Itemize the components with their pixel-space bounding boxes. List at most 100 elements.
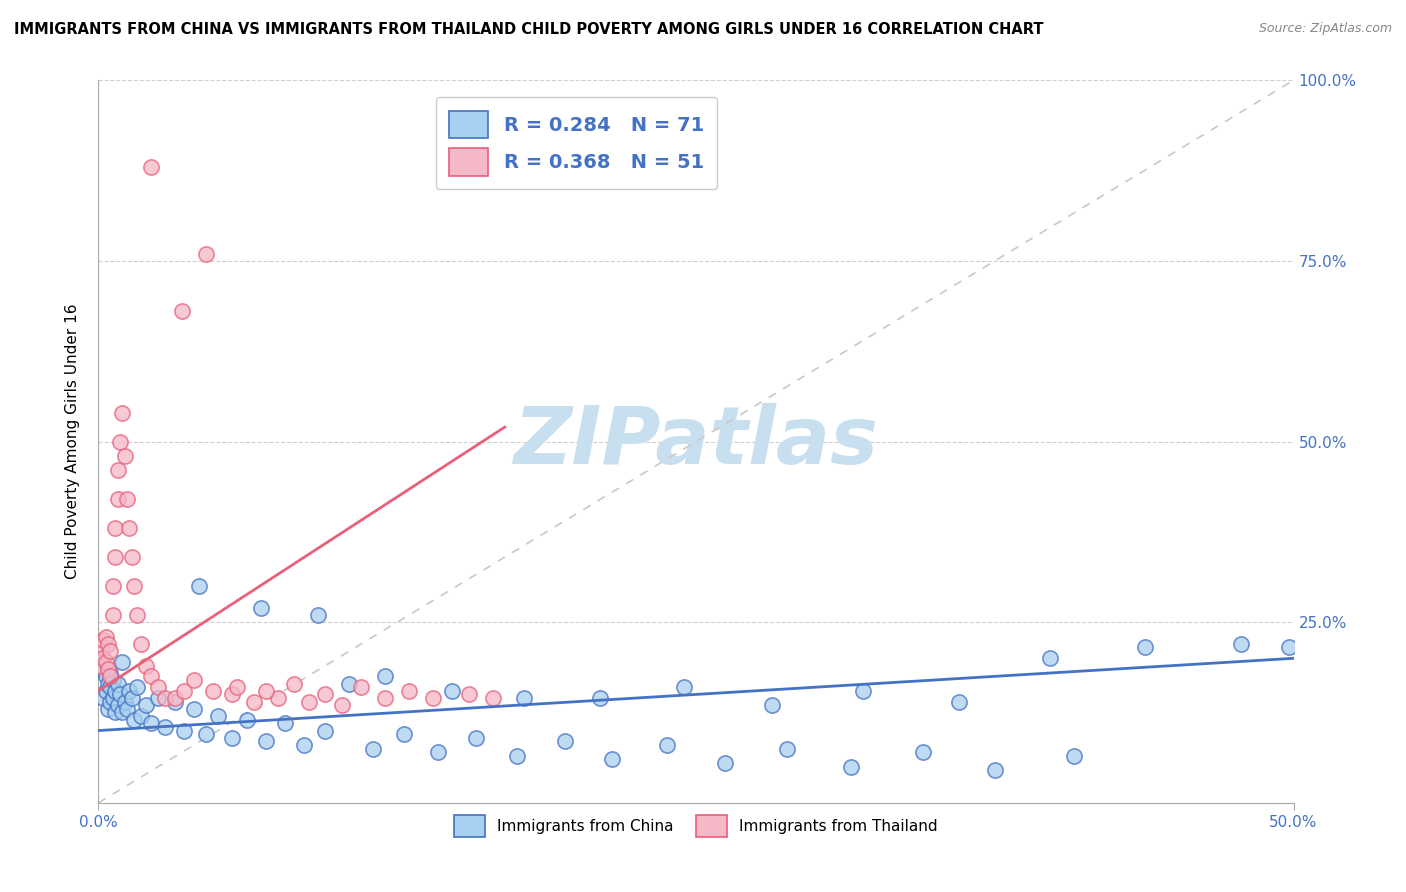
Point [163,691,186,706]
Point [125,680,148,694]
Point [315,723,337,738]
Point [235,713,257,727]
Point [221,687,243,701]
Point [481,691,505,706]
Point [513,691,536,706]
Point [250,600,273,615]
Point [187,579,209,593]
Point [155,691,177,706]
Point [195,727,218,741]
Point [97,702,120,716]
Point [426,745,449,759]
Point [108,434,131,449]
Point [148,691,170,706]
Point [115,702,138,716]
Y-axis label: Child Poverty Among Girls Under 16: Child Poverty Among Girls Under 16 [65,304,80,579]
Point [267,691,290,706]
Point [298,695,321,709]
Point [104,706,127,720]
Point [465,731,488,745]
Point [107,463,129,477]
Point [139,160,162,174]
Point [274,716,297,731]
Point [948,695,970,709]
Point [155,720,177,734]
Point [183,702,205,716]
Point [118,521,141,535]
Point [118,683,141,698]
Point [554,734,576,748]
Point [394,727,416,741]
Point [91,633,114,648]
Point [984,764,1007,778]
Point [195,246,218,260]
Point [104,550,127,565]
Legend: Immigrants from China, Immigrants from Thailand: Immigrants from China, Immigrants from T… [446,805,946,846]
Point [94,655,117,669]
Point [121,550,143,565]
Point [115,492,138,507]
Point [173,683,195,698]
Point [172,304,194,318]
Text: Source: ZipAtlas.com: Source: ZipAtlas.com [1258,22,1392,36]
Point [124,713,146,727]
Point [254,683,277,698]
Point [292,738,315,752]
Point [135,658,157,673]
Point [114,449,136,463]
Point [163,695,186,709]
Point [97,676,120,690]
Point [330,698,353,713]
Point [94,669,117,683]
Point [852,683,875,698]
Point [104,683,127,698]
Point [254,734,277,748]
Text: IMMIGRANTS FROM CHINA VS IMMIGRANTS FROM THAILAND CHILD POVERTY AMONG GIRLS UNDE: IMMIGRANTS FROM CHINA VS IMMIGRANTS FROM… [14,22,1043,37]
Point [713,756,735,770]
Point [1230,637,1253,651]
Point [104,521,127,535]
Point [121,691,143,706]
Point [422,691,444,706]
Point [841,760,863,774]
Point [148,680,170,694]
Point [98,644,122,658]
Point [1278,640,1301,655]
Point [207,709,229,723]
Point [315,687,337,701]
Point [108,687,131,701]
Point [98,665,122,680]
Point [374,669,396,683]
Point [101,691,124,706]
Point [602,752,624,766]
Point [107,698,129,713]
Point [441,683,464,698]
Point [131,709,153,723]
Point [673,680,696,694]
Point [131,637,153,651]
Point [589,691,612,706]
Point [243,695,266,709]
Point [398,683,420,698]
Point [283,676,305,690]
Point [107,492,129,507]
Point [98,669,122,683]
Point [350,680,373,694]
Point [339,676,361,690]
Point [125,607,148,622]
Point [761,698,783,713]
Point [1039,651,1062,665]
Point [101,579,124,593]
Point [90,662,112,676]
Point [363,741,385,756]
Point [91,691,114,706]
Point [107,676,129,690]
Point [1135,640,1157,655]
Point [226,680,249,694]
Point [374,691,396,706]
Point [202,683,225,698]
Point [111,655,134,669]
Point [94,683,117,698]
Point [90,658,112,673]
Point [101,673,124,687]
